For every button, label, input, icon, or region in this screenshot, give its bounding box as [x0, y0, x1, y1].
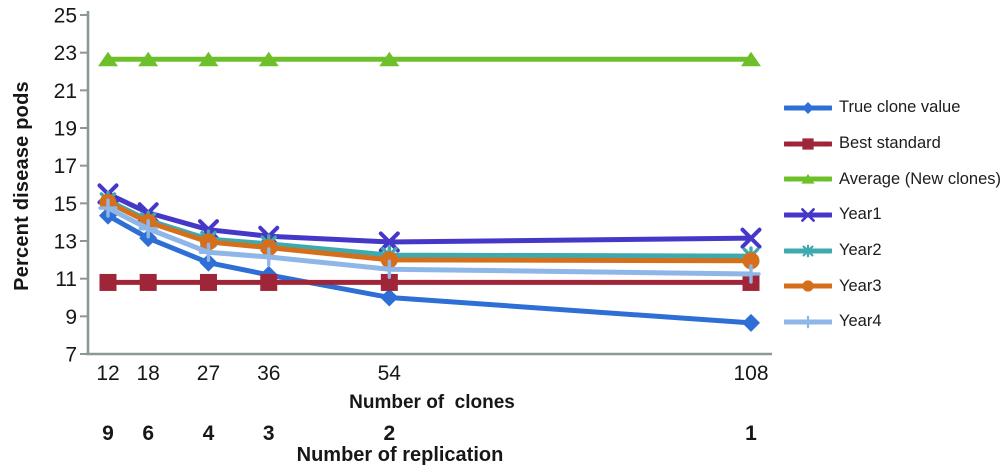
marker-plus	[259, 247, 279, 267]
marker-plus	[198, 242, 219, 263]
legend-key-year3	[784, 280, 832, 292]
x-axis-title-replication: Number of replication	[296, 444, 504, 466]
legend-label-true-clone-value: True clone value	[839, 98, 961, 117]
legend-item-year4: Year4	[784, 304, 1000, 340]
y-tick-label: 7	[65, 344, 77, 367]
legend-item-year3: Year3	[784, 268, 1000, 304]
marker-square	[380, 273, 398, 291]
marker-diamond	[380, 288, 399, 307]
marker-triangle	[801, 174, 815, 184]
marker-triangle	[379, 51, 400, 67]
marker-plus	[801, 315, 815, 329]
x-tick-label-replication: 1	[745, 422, 757, 445]
y-tick-label: 21	[54, 80, 77, 103]
x-tick-label-replication: 9	[102, 422, 114, 445]
marker-triangle	[198, 51, 219, 67]
legend-label-year2: Year2	[839, 241, 882, 260]
legend-label-year3: Year3	[839, 276, 882, 295]
marker-square	[260, 273, 278, 291]
y-tick-label: 13	[54, 231, 77, 254]
legend-label-best-standard: Best standard	[839, 134, 941, 153]
x-tick-label-clones: 18	[137, 362, 160, 385]
legend-label-year1: Year1	[839, 205, 882, 224]
legend-label-average-new-clones: Average (New clones)	[839, 169, 1000, 188]
series-average-new-clones	[98, 51, 761, 67]
marker-triangle	[741, 51, 761, 67]
x-tick-label-replication: 2	[383, 422, 395, 445]
x-tick-label-replication: 4	[203, 422, 215, 445]
legend: True clone value Best standard Average (Ne…	[784, 90, 1000, 340]
marker-triangle	[98, 51, 118, 67]
x-tick-label-clones: 27	[197, 362, 220, 385]
legend-key-year1	[784, 207, 832, 222]
marker-x	[801, 207, 815, 222]
marker-triangle	[258, 51, 279, 67]
marker-square	[99, 273, 117, 291]
series-best-standard	[99, 273, 760, 291]
marker-x	[740, 227, 762, 249]
legend-item-true-clone-value: True clone value	[784, 90, 1000, 126]
legend-item-best-standard: Best standard	[784, 126, 1000, 162]
marker-asterisk	[802, 244, 814, 257]
y-tick-label: 17	[54, 155, 77, 178]
x-tick-label-replication: 6	[142, 422, 154, 445]
x-tick-label-clones: 12	[96, 362, 119, 385]
legend-key-best-standard	[784, 137, 832, 150]
y-tick-label: 23	[54, 42, 77, 65]
y-tick-label: 25	[54, 5, 77, 28]
legend-item-average-new-clones: Average (New clones)	[784, 161, 1000, 197]
y-tick-label: 9	[65, 306, 77, 329]
x-tick-label-clones: 108	[733, 362, 768, 385]
marker-plus	[138, 219, 158, 239]
marker-square	[139, 273, 157, 291]
marker-circle	[742, 252, 760, 270]
legend-key-year2	[784, 244, 832, 257]
legend-key-year4	[784, 315, 832, 329]
series-year4	[98, 198, 761, 284]
marker-circle	[199, 233, 217, 251]
marker-diamond	[199, 253, 218, 272]
x-tick-label-replication: 3	[263, 422, 275, 445]
legend-label-year4: Year4	[839, 312, 882, 331]
marker-circle	[802, 280, 814, 292]
legend-key-average-new-clones	[784, 174, 832, 184]
y-tick-label: 15	[54, 193, 77, 216]
marker-plus	[98, 198, 118, 218]
marker-triangle	[138, 51, 159, 67]
legend-item-year2: Year2	[784, 233, 1000, 269]
y-tick-label: 19	[54, 118, 77, 141]
x-axis-title-clones: Number of clones	[349, 392, 515, 413]
y-tick-label: 11	[55, 268, 77, 291]
series-line-year4	[105, 205, 754, 277]
legend-item-year1: Year1	[784, 197, 1000, 233]
y-axis-title: Percent disease pods	[11, 81, 33, 291]
marker-diamond	[742, 313, 760, 332]
marker-diamond	[802, 101, 814, 114]
x-tick-label-clones: 54	[378, 362, 402, 385]
series-line-year1	[105, 191, 754, 245]
marker-square	[802, 137, 814, 150]
marker-plus	[741, 264, 761, 284]
x-tick-label-clones: 36	[257, 362, 280, 385]
series-line-true-clone-value	[105, 213, 754, 326]
marker-plus	[379, 259, 400, 279]
marker-square	[199, 273, 217, 291]
legend-key-true-clone-value	[784, 101, 832, 114]
